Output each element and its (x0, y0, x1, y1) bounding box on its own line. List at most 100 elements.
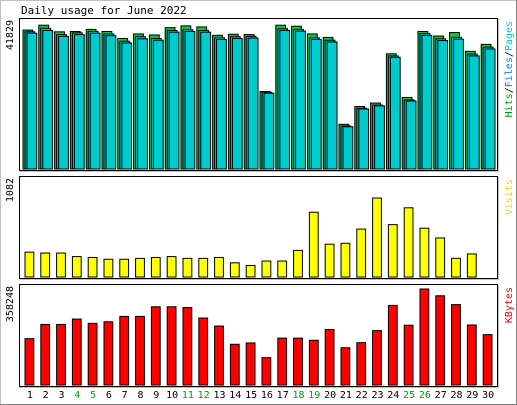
x-tick-label-8: 8 (137, 390, 143, 401)
bar-visits-day-27 (435, 237, 446, 278)
bar-visits-day-26 (419, 227, 430, 278)
bar-kbytes-day-27 (435, 295, 446, 386)
bar-visits-day-15 (245, 264, 256, 278)
x-tick-label-13: 13 (213, 390, 225, 401)
bar-pages-day-21 (342, 126, 354, 170)
bar-pages-day-14 (231, 37, 243, 170)
x-tick-label-27: 27 (435, 390, 447, 401)
bar-kbytes-day-3 (56, 323, 66, 386)
chart-title: Daily usage for June 2022 (21, 4, 187, 17)
bar-kbytes-day-18 (293, 337, 303, 386)
bar-kbytes-day-13 (214, 325, 224, 386)
legend-pages: Pages (504, 21, 515, 51)
bar-pages-day-10 (168, 31, 180, 170)
x-tick-label-22: 22 (356, 390, 368, 401)
bar-visits-day-17 (277, 260, 288, 278)
x-tick-label-4: 4 (74, 390, 80, 401)
legend-separator: / (504, 87, 515, 93)
panel-hits-files-pages: 41829 Hits/Files/Pages (5, 18, 515, 172)
legend-files: Files (504, 57, 515, 87)
bar-visits-day-11 (182, 257, 193, 278)
x-tick-label-25: 25 (403, 390, 415, 401)
x-tick-label-1: 1 (27, 390, 33, 401)
panel-visits: 1082 Visits (5, 176, 515, 280)
bar-pages-day-30 (484, 48, 496, 170)
bar-pages-day-8 (137, 38, 148, 170)
bar-pages-day-28 (453, 38, 464, 170)
bar-visits-day-28 (451, 257, 461, 278)
panel-kbytes-frame (19, 284, 498, 387)
x-tick-label-3: 3 (58, 390, 64, 401)
x-tick-label-10: 10 (166, 390, 178, 401)
legend-kbytes: KBytes (504, 287, 515, 323)
panel-visits-frame (19, 176, 498, 279)
bar-pages-day-3 (58, 35, 69, 170)
bar-visits-day-24 (387, 224, 398, 278)
bar-kbytes-day-23 (372, 330, 382, 386)
legend-separator: / (504, 51, 515, 57)
bar-visits-day-5 (87, 256, 98, 278)
bar-visits-day-2 (40, 252, 51, 278)
bar-kbytes-day-15 (245, 342, 256, 386)
x-tick-label-21: 21 (340, 390, 352, 401)
bar-visits-day-12 (198, 257, 209, 278)
bar-visits-day-22 (356, 228, 367, 278)
bar-kbytes-day-5 (87, 322, 98, 386)
bar-kbytes-day-22 (356, 342, 367, 386)
bar-visits-day-1 (24, 251, 35, 278)
panel-visits-ymax-label: 1082 (5, 178, 16, 202)
panel-visits-legend: Visits (504, 179, 515, 215)
x-tick-label-14: 14 (229, 390, 241, 401)
bar-kbytes-day-19 (308, 339, 319, 386)
bar-pages-day-25 (405, 100, 417, 170)
panel-kbytes-legend: KBytes (504, 287, 515, 323)
bar-kbytes-day-17 (277, 337, 288, 386)
bar-kbytes-day-11 (182, 307, 193, 386)
bar-pages-day-12 (200, 31, 212, 170)
panel-kbytes: 358248 KBytes (5, 284, 515, 388)
bar-pages-day-7 (121, 42, 133, 170)
panel-hits-files-pages-ymax-label: 41829 (5, 20, 16, 50)
x-tick-label-28: 28 (450, 390, 462, 401)
bar-kbytes-day-6 (103, 321, 114, 386)
bar-visits-day-19 (308, 211, 319, 278)
bar-pages-day-26 (421, 34, 433, 170)
bar-visits-day-14 (229, 262, 240, 278)
bar-kbytes-day-16 (261, 357, 272, 386)
bar-visits-day-21 (340, 242, 351, 278)
bar-pages-day-22 (358, 108, 370, 170)
bar-kbytes-day-9 (150, 306, 161, 386)
bar-visits-day-25 (403, 207, 414, 278)
x-tick-label-18: 18 (292, 390, 304, 401)
bar-pages-day-6 (105, 35, 117, 170)
bar-kbytes-day-4 (71, 318, 82, 386)
bar-visits-day-7 (119, 258, 130, 278)
bar-pages-day-4 (73, 34, 85, 170)
x-tick-label-19: 19 (308, 390, 320, 401)
bar-kbytes-day-20 (324, 329, 335, 386)
bar-pages-day-18 (295, 30, 306, 170)
bar-pages-day-1 (26, 32, 38, 170)
bar-kbytes-day-10 (166, 306, 177, 386)
bar-kbytes-day-25 (403, 324, 414, 386)
bar-visits-day-29 (466, 253, 477, 278)
bar-visits-day-6 (103, 258, 114, 278)
bar-pages-day-20 (326, 41, 338, 170)
bar-kbytes-day-26 (419, 288, 430, 386)
bar-kbytes-day-7 (119, 315, 130, 386)
bar-pages-day-19 (310, 39, 322, 170)
bar-visits-day-8 (135, 257, 145, 278)
bar-kbytes-day-24 (387, 304, 398, 386)
bar-kbytes-day-28 (451, 304, 461, 386)
bar-visits-day-3 (56, 252, 66, 278)
bar-kbytes-day-30 (482, 334, 493, 386)
x-tick-label-16: 16 (261, 390, 273, 401)
x-tick-label-11: 11 (182, 390, 194, 401)
bar-pages-day-5 (89, 32, 101, 170)
panel-hits-files-pages-legend: Hits/Files/Pages (504, 21, 515, 117)
bar-pages-day-29 (468, 55, 480, 170)
x-tick-label-29: 29 (466, 390, 478, 401)
bar-pages-day-27 (437, 40, 449, 170)
x-tick-label-15: 15 (245, 390, 257, 401)
